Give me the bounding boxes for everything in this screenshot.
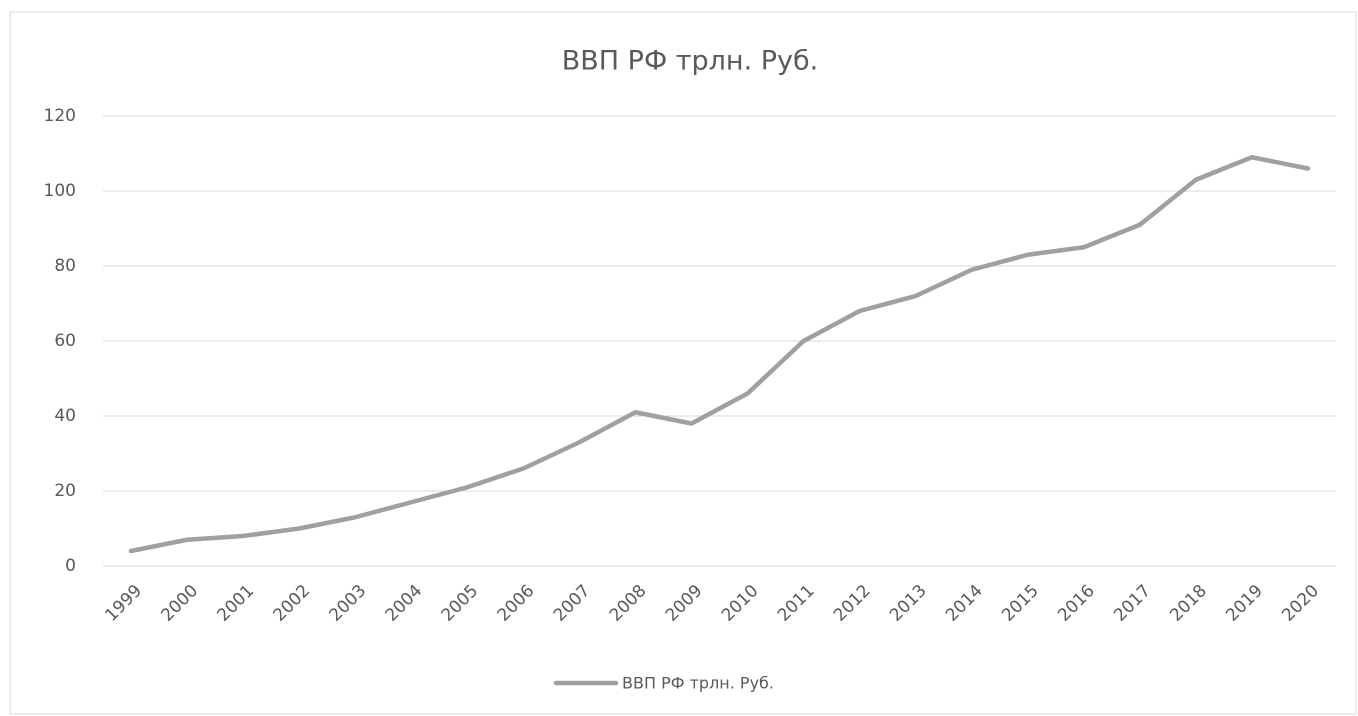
x-tick-label: 2011 [774,581,819,626]
x-tick-label: 2018 [1166,581,1211,626]
x-tick-label: 2009 [662,581,707,626]
x-tick-label: 2012 [830,581,875,626]
x-tick-label: 2010 [718,581,763,626]
x-tick-label: 2005 [438,581,483,626]
x-tick-label: 2008 [606,581,651,626]
y-tick-label: 60 [54,331,76,351]
x-tick-label: 2002 [269,581,314,626]
data-line [128,155,1311,554]
y-tick-label: 120 [44,106,76,126]
y-tick-label: 40 [54,406,76,426]
y-tick-label: 80 [54,256,76,276]
legend-label: ВВП РФ трлн. Руб. [622,674,774,693]
x-tick-label: 2016 [1054,581,1099,626]
x-tick-label: 2006 [494,581,539,626]
chart-frame [9,11,1357,715]
x-tick-label: 2000 [157,581,202,626]
x-tick-label: 1999 [101,581,146,626]
x-tick-label: 2001 [213,581,258,626]
y-tick-label: 100 [44,181,76,201]
x-tick-label: 2003 [326,581,371,626]
x-tick-label: 2019 [1222,581,1267,626]
x-tick-label: 2020 [1278,581,1323,626]
x-tick-label: 2004 [382,581,427,626]
x-tick-label: 2017 [1110,581,1155,626]
x-tick-label: 2015 [998,581,1043,626]
x-tick-label: 2014 [942,581,987,626]
y-tick-label: 20 [54,481,76,501]
x-tick-label: 2013 [886,581,931,626]
chart-title: ВВП РФ трлн. Руб. [562,46,818,77]
y-tick-label: 0 [65,556,76,576]
x-tick-label: 2007 [550,581,595,626]
